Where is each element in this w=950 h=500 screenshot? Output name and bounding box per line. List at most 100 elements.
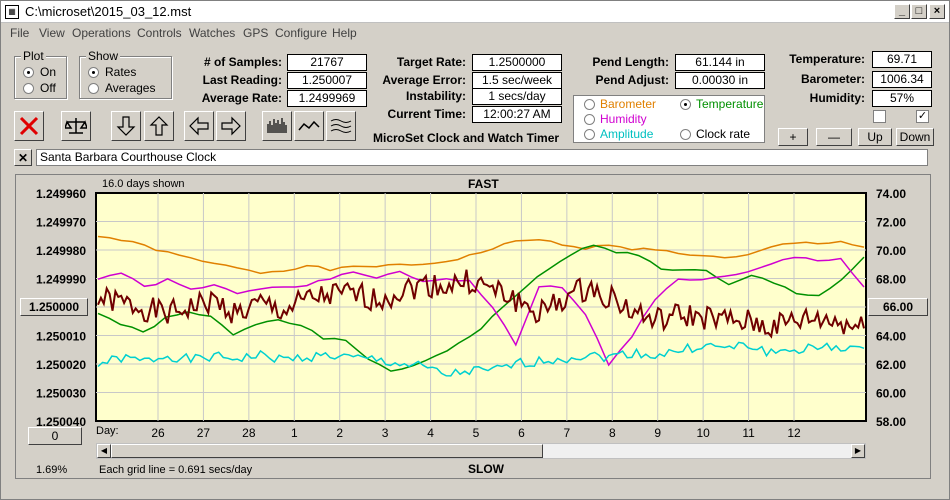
humidity-radio[interactable] (584, 114, 595, 125)
scroll-thumb[interactable] (111, 444, 543, 458)
instability-field: 1 secs/day (472, 88, 562, 105)
x-tick-label: 5 (473, 426, 480, 440)
option-checkbox-1[interactable] (873, 110, 886, 123)
clock-name-field[interactable]: Santa Barbara Courthouse Clock (36, 149, 928, 166)
average-error-label: Average Error: (382, 73, 466, 87)
show-rates-radio[interactable] (88, 67, 99, 78)
legend-humidity: Humidity (600, 112, 647, 126)
legend-clock-rate: Clock rate (696, 127, 751, 141)
left-tick-label: 1.250040 (36, 415, 86, 429)
show-group: Show Rates Averages (79, 49, 172, 99)
minimize-button[interactable]: _ (894, 4, 910, 19)
x-tick-label: 10 (696, 426, 710, 440)
app-name: MicroSet Clock and Watch Timer (373, 131, 560, 145)
down-button[interactable]: Down (896, 128, 934, 146)
plot-off-label: Off (40, 81, 56, 95)
minus-button[interactable]: — (816, 128, 852, 146)
menu-file[interactable]: File (10, 26, 30, 40)
barometer-radio[interactable] (584, 99, 595, 110)
balance-button[interactable] (61, 111, 91, 141)
right-tick-label: 72.00 (876, 216, 906, 230)
chart-scrollbar[interactable]: ◀ ▶ (96, 443, 866, 459)
last-reading-label: Last Reading: (202, 73, 282, 87)
barometer-field: 1006.34 (872, 71, 932, 88)
x-tick-label: 28 (242, 426, 256, 440)
menu-controls[interactable]: Controls (137, 26, 182, 40)
show-averages-label: Averages (105, 81, 156, 95)
menu-watches[interactable]: Watches (189, 26, 236, 40)
scroll-right-button[interactable] (216, 111, 246, 141)
menu-operations[interactable]: Operations (72, 26, 131, 40)
clock-rate-radio[interactable] (680, 129, 691, 140)
series-line-temperature (97, 244, 865, 372)
average-rate-field: 1.2499969 (287, 90, 367, 107)
arrow-left-icon (189, 116, 209, 136)
day-label: Day: (96, 425, 119, 437)
right-tick-label: 60.00 (876, 387, 906, 401)
right-tick-label: 74.00 (876, 187, 906, 201)
x-tick-label: 2 (336, 426, 343, 440)
plot-on-radio[interactable] (23, 67, 34, 78)
amplitude-radio[interactable] (584, 129, 595, 140)
up-button[interactable]: Up (858, 128, 892, 146)
rate-up-button[interactable] (144, 111, 174, 141)
smooth-graph-button[interactable] (326, 111, 356, 141)
line-graph-button[interactable] (294, 111, 324, 141)
x-tick-label: 3 (382, 426, 389, 440)
left-tick-label: 1.249960 (36, 187, 86, 201)
legend-temperature: Temperature (696, 97, 764, 111)
fast-label: FAST (468, 177, 499, 191)
offset-button[interactable]: 0 (28, 427, 82, 445)
arrow-down-icon (116, 116, 136, 136)
average-rate-label: Average Rate: (201, 91, 282, 105)
menu-view[interactable]: View (39, 26, 65, 40)
wave-lines-icon (330, 119, 352, 133)
window-title: C:\microset\2015_03_12.mst (25, 4, 192, 19)
app-icon: ▦ (5, 5, 19, 19)
left-tick-label: 1.250020 (36, 358, 86, 372)
menu-configure[interactable]: Configure (275, 26, 328, 40)
slow-label: SLOW (468, 462, 504, 476)
show-averages-radio[interactable] (88, 83, 99, 94)
series-line-amplitude (97, 341, 865, 377)
menu-help[interactable]: Help (332, 26, 357, 40)
x-tick-label: 9 (654, 426, 661, 440)
plus-button[interactable]: + (778, 128, 808, 146)
x-tick-label: 11 (742, 426, 755, 440)
center-rate-button[interactable]: 1.250000 (20, 298, 88, 316)
scroll-left-button[interactable] (184, 111, 214, 141)
maximize-button[interactable]: □ (911, 4, 927, 19)
plot-panel: 1.249960 1.249970 1.249980 1.249990 1.250000… (15, 174, 931, 479)
temperature-radio[interactable] (680, 99, 691, 110)
center-scale-button[interactable]: 66.00 (868, 298, 928, 316)
x-tick-label: 7 (564, 426, 571, 440)
rate-down-button[interactable] (111, 111, 141, 141)
title-bar: ▦ C:\microset\2015_03_12.mst _ □ × (1, 1, 949, 23)
histogram-button[interactable] (262, 111, 292, 141)
bar-graph-icon (267, 118, 287, 133)
percent-label: 1.69% (36, 464, 68, 476)
arrow-right-icon (221, 116, 241, 136)
plot-on-label: On (40, 65, 57, 79)
show-group-title: Show (86, 49, 121, 63)
menu-bar: File View Operations Controls Watches GP… (1, 23, 949, 43)
clear-name-button[interactable]: ✕ (14, 149, 32, 166)
grid-note-label: Each grid line = 0.691 secs/day (99, 464, 253, 476)
pend-length-label: Pend Length: (592, 55, 669, 69)
red-x-icon (19, 116, 39, 136)
x-tick-label: 12 (787, 426, 801, 440)
scroll-right-arrow[interactable]: ▶ (851, 444, 865, 458)
clear-button[interactable] (14, 111, 44, 141)
scroll-left-arrow[interactable]: ◀ (97, 444, 111, 458)
option-checkbox-2[interactable]: ✓ (916, 110, 929, 123)
legend-amplitude: Amplitude (600, 127, 654, 141)
close-window-button[interactable]: × (929, 4, 945, 19)
samples-field: 21767 (287, 54, 367, 71)
x-tick-label: 1 (291, 426, 298, 440)
menu-gps[interactable]: GPS (243, 26, 269, 40)
balance-scale-icon (65, 118, 87, 134)
left-tick-label: 1.250010 (36, 330, 86, 344)
plot-off-radio[interactable] (23, 83, 34, 94)
days-shown-label: 16.0 days shown (102, 178, 185, 190)
